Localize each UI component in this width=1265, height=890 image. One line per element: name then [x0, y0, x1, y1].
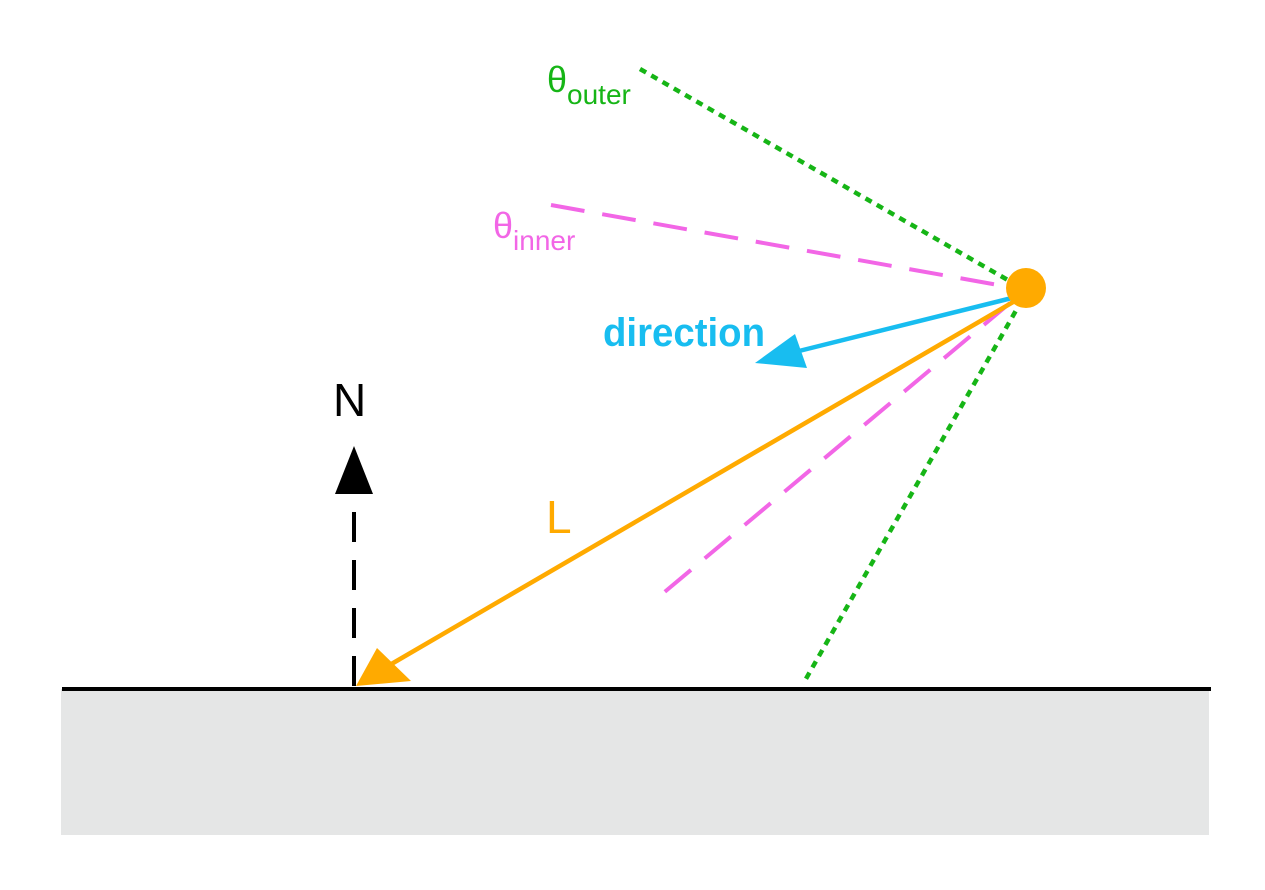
direction-label: direction	[603, 311, 765, 355]
theta-inner-subscript: inner	[513, 225, 575, 256]
theta-inner-label: θinner	[493, 205, 575, 256]
direction-arrow-shaft	[794, 293, 1021, 355]
direction-arrowhead	[755, 334, 807, 368]
theta-outer-subscript: outer	[567, 79, 631, 110]
normal-label: N	[333, 374, 366, 426]
light-vector-shaft	[386, 296, 1022, 668]
surface-fill	[61, 689, 1209, 835]
theta-inner-symbol: θ	[493, 205, 513, 246]
outer-cone-edge-lower	[801, 298, 1024, 686]
light-vector-arrowhead	[356, 648, 411, 686]
inner-cone-edge-lower	[653, 301, 1012, 602]
outer-cone-edge-upper	[638, 67, 1022, 289]
normal-arrowhead	[335, 446, 373, 494]
theta-outer-label: θouter	[547, 59, 631, 110]
light-vector-label: L	[546, 491, 572, 543]
light-source	[1006, 268, 1046, 308]
theta-outer-symbol: θ	[547, 59, 567, 100]
inner-cone-edge-upper	[550, 203, 1016, 290]
